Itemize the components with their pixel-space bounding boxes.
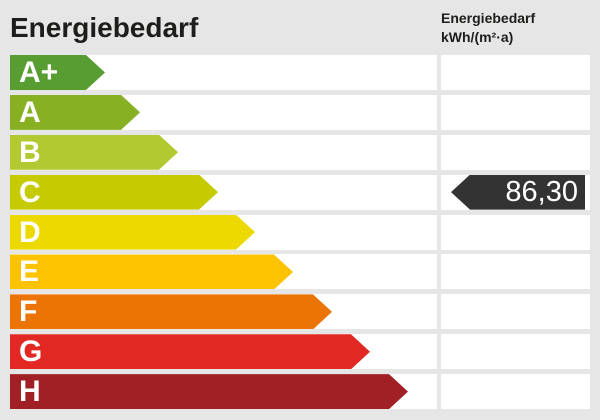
energy-class-row: A+	[0, 55, 600, 90]
energy-class-label: H	[19, 375, 41, 409]
energy-class-row: H	[0, 374, 600, 410]
energy-class-label: C	[19, 175, 41, 209]
value-column-header-unit: kWh/(m²·a)	[441, 29, 514, 45]
energy-class-row: A	[0, 94, 600, 130]
value-badge: 86,30	[451, 174, 585, 210]
energy-value-cell	[441, 94, 590, 130]
energy-value-cell	[441, 374, 590, 410]
energy-class-track: H	[10, 374, 437, 410]
energy-value-cell	[441, 334, 590, 370]
energy-value-cell	[441, 134, 590, 170]
energy-class-arrow: A	[10, 95, 140, 130]
energy-class-row: F	[0, 294, 600, 330]
energy-value-cell	[441, 294, 590, 330]
energy-class-arrow: A+	[10, 55, 105, 90]
energy-class-label: A+	[19, 56, 59, 89]
energy-class-arrow: F	[10, 294, 332, 329]
energy-class-arrow: G	[10, 334, 370, 369]
energy-class-track: A	[10, 94, 437, 130]
energy-value-cell	[441, 254, 590, 290]
energy-class-label: A	[19, 95, 41, 129]
energy-value-cell	[441, 214, 590, 250]
energy-class-row: B	[0, 134, 600, 170]
energy-class-arrow: C	[10, 175, 218, 210]
energy-class-label: F	[19, 295, 38, 329]
energy-class-track: D	[10, 214, 437, 250]
value-column-header-title: Energiebedarf	[441, 10, 536, 26]
energy-class-label: E	[19, 255, 40, 289]
energy-class-track: F	[10, 294, 437, 330]
energy-class-row: G	[0, 334, 600, 370]
energy-class-row: D	[0, 214, 600, 250]
energy-class-arrow: H	[10, 374, 408, 409]
energy-class-row: E	[0, 254, 600, 290]
energy-class-label: B	[19, 135, 41, 169]
energy-value-cell	[441, 55, 590, 90]
page-title: Energiebedarf	[10, 12, 199, 43]
energy-class-track: B	[10, 134, 437, 170]
energy-class-label: G	[19, 335, 43, 369]
energy-class-arrow: B	[10, 135, 178, 170]
energy-class-track: A+	[10, 55, 437, 90]
energy-class-label: D	[19, 215, 41, 249]
energy-class-track: G	[10, 334, 437, 370]
energy-class-arrow: E	[10, 254, 293, 289]
value-column-header: Energiebedarf kWh/(m²·a)	[441, 9, 535, 47]
value-badge-text: 86,30	[505, 175, 578, 208]
energy-value-cell: 86,30	[441, 174, 590, 210]
energy-class-arrow: D	[10, 215, 255, 250]
energy-class-track: E	[10, 254, 437, 290]
energy-class-rows: A+ A B	[0, 55, 600, 410]
energy-class-row: C 86,30	[0, 174, 600, 210]
energy-class-track: C	[10, 174, 437, 210]
